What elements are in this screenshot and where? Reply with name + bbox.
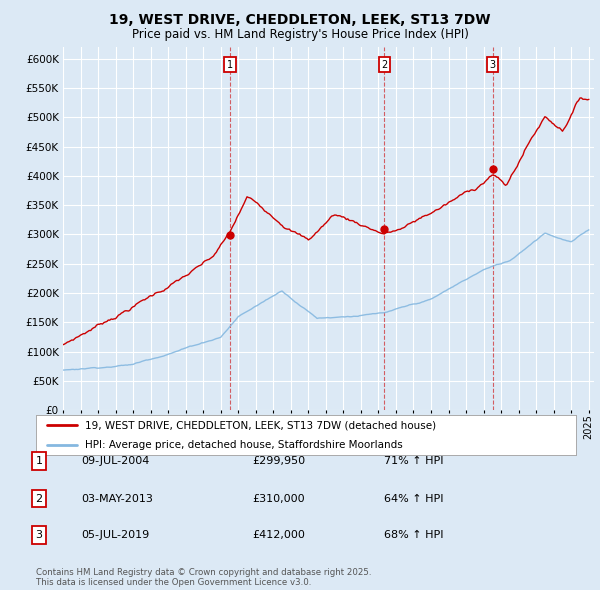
Text: £299,950: £299,950 [252,457,305,466]
Text: 71% ↑ HPI: 71% ↑ HPI [384,457,443,466]
Text: Contains HM Land Registry data © Crown copyright and database right 2025.
This d: Contains HM Land Registry data © Crown c… [36,568,371,587]
Text: 03-MAY-2013: 03-MAY-2013 [81,494,153,503]
Text: 05-JUL-2019: 05-JUL-2019 [81,530,149,540]
Text: 2: 2 [35,494,43,503]
Text: 19, WEST DRIVE, CHEDDLETON, LEEK, ST13 7DW: 19, WEST DRIVE, CHEDDLETON, LEEK, ST13 7… [109,13,491,27]
Text: £412,000: £412,000 [252,530,305,540]
Text: 3: 3 [490,60,496,70]
Text: 19, WEST DRIVE, CHEDDLETON, LEEK, ST13 7DW (detached house): 19, WEST DRIVE, CHEDDLETON, LEEK, ST13 7… [85,421,436,430]
Text: 1: 1 [227,60,233,70]
Text: 09-JUL-2004: 09-JUL-2004 [81,457,149,466]
Text: 64% ↑ HPI: 64% ↑ HPI [384,494,443,503]
Text: HPI: Average price, detached house, Staffordshire Moorlands: HPI: Average price, detached house, Staf… [85,441,403,450]
Text: Price paid vs. HM Land Registry's House Price Index (HPI): Price paid vs. HM Land Registry's House … [131,28,469,41]
Text: 3: 3 [35,530,43,540]
Text: 68% ↑ HPI: 68% ↑ HPI [384,530,443,540]
Text: 1: 1 [35,457,43,466]
Text: £310,000: £310,000 [252,494,305,503]
Text: 2: 2 [381,60,388,70]
